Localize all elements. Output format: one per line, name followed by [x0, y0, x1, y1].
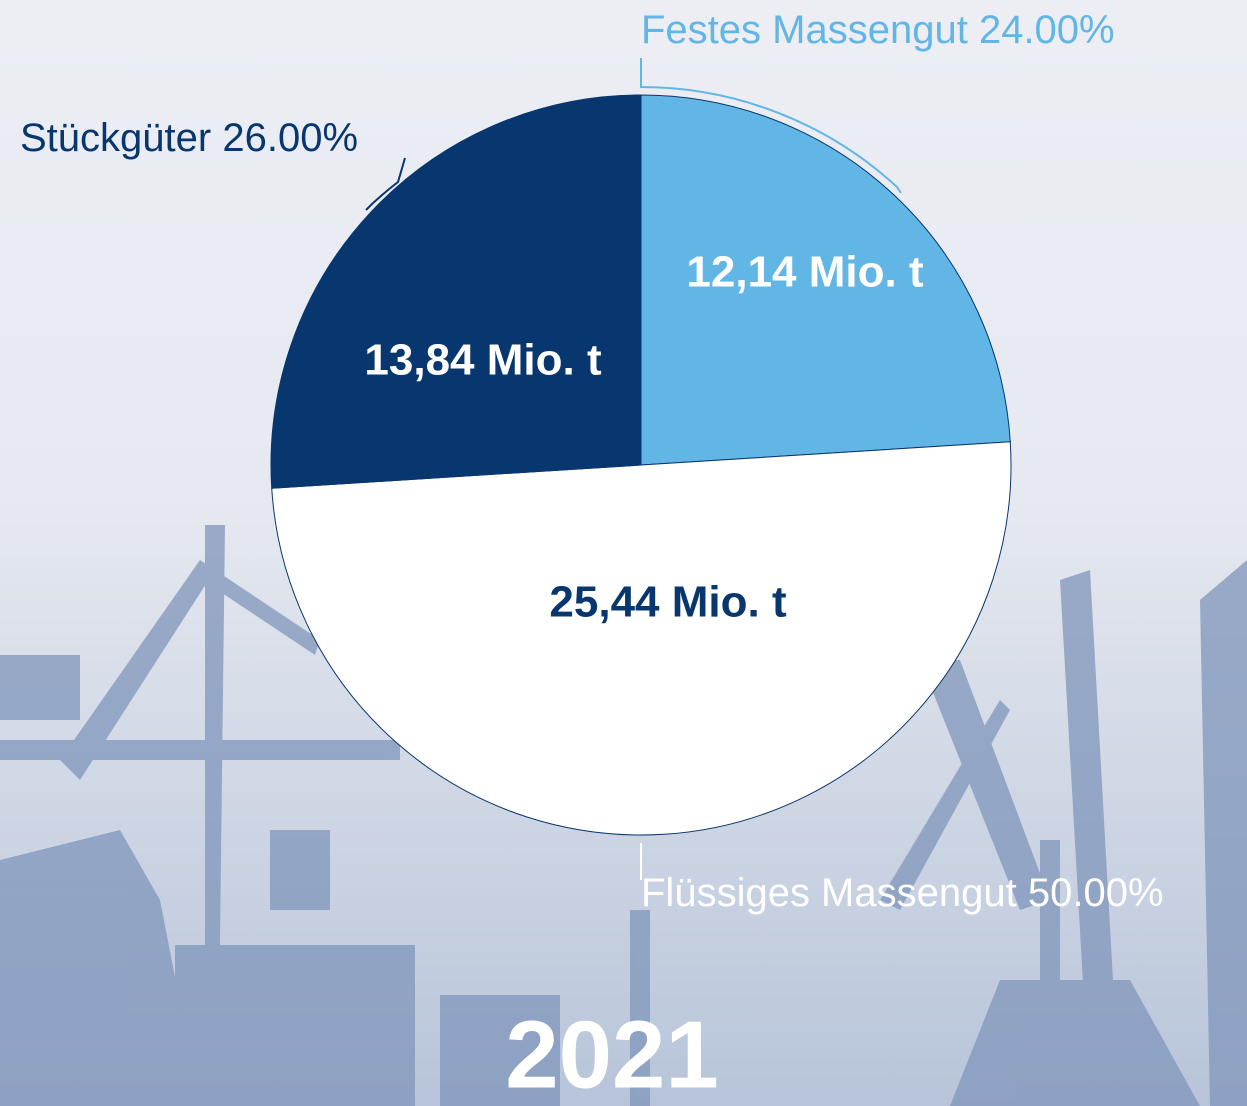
category-name: Festes Massengut — [641, 8, 968, 52]
slice-label: Stückgüter 26.00% — [20, 116, 358, 160]
pie-slice — [640, 94, 1011, 466]
percent-label: 26.00% — [222, 116, 358, 160]
amount-label: 13,84 Mio. t — [364, 336, 602, 385]
category-name: Stückgüter — [20, 116, 211, 160]
slice-label: Flüssiges Massengut 50.00% — [641, 871, 1164, 915]
category-name: Flüssiges Massengut — [641, 871, 1017, 915]
amount-label: 12,14 Mio. t — [686, 248, 924, 297]
pie-slice — [271, 441, 1012, 836]
port-silhouette — [0, 525, 1247, 1106]
leader-lines — [365, 58, 902, 880]
pie — [270, 94, 1012, 836]
pie-slice — [270, 94, 642, 489]
slice-label: Festes Massengut 24.00% — [641, 8, 1115, 52]
percent-label: 50.00% — [1028, 871, 1164, 915]
chart-title: 2021 — [505, 1001, 719, 1106]
amount-label: 25,44 Mio. t — [549, 578, 787, 627]
percent-label: 24.00% — [979, 8, 1115, 52]
